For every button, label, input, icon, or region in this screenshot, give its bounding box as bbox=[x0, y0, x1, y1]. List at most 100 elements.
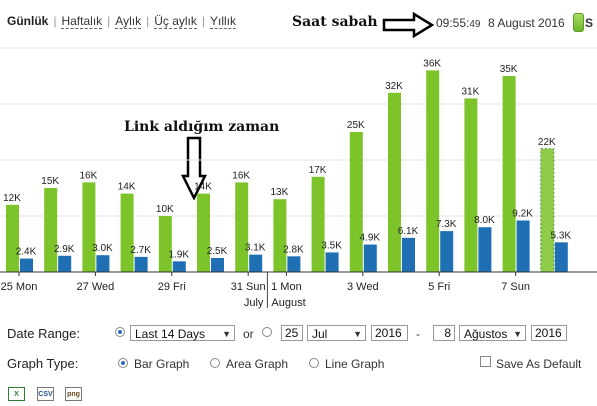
x-tick-label: 3 Wed bbox=[347, 281, 379, 293]
bar-blue-label: 2.7K bbox=[130, 245, 151, 256]
annotation-arrow-down bbox=[181, 136, 207, 200]
bar-blue-label: 1.9K bbox=[169, 249, 190, 260]
bar-green bbox=[426, 70, 440, 273]
bar-green bbox=[388, 92, 401, 272]
current-time: 09:55:49 bbox=[436, 16, 481, 30]
from-year-input[interactable]: 2016 bbox=[371, 325, 408, 341]
bar-green-label: 13K bbox=[271, 187, 289, 198]
annotation-morning: Saat sabah bbox=[292, 14, 378, 30]
save-default-label[interactable]: Save As Default bbox=[496, 357, 582, 371]
bar-green bbox=[502, 76, 516, 272]
png-export-icon[interactable]: png bbox=[65, 387, 82, 401]
chevron-down-icon: ▼ bbox=[353, 329, 362, 339]
time-seconds: 49 bbox=[469, 19, 481, 30]
bar-green bbox=[6, 204, 19, 272]
annotation-arrow-right bbox=[382, 12, 434, 38]
x-tick-label: 5 Fri bbox=[428, 281, 450, 293]
current-date: 8 August 2016 bbox=[488, 16, 565, 30]
bar-blue bbox=[96, 255, 110, 272]
bar-blue bbox=[249, 254, 263, 272]
chevron-down-icon: ▼ bbox=[222, 329, 231, 339]
from-month-select[interactable]: Jul ▼ bbox=[307, 325, 366, 341]
bar-blue-label: 8.0K bbox=[474, 215, 495, 226]
tab-yearly[interactable]: Yıllık bbox=[210, 14, 237, 29]
live-indicator bbox=[573, 13, 584, 32]
graph-type-label: Graph Type: bbox=[7, 356, 79, 371]
bar-blue bbox=[402, 237, 415, 272]
bar-green bbox=[273, 199, 287, 272]
bar-green bbox=[311, 176, 325, 272]
bar-blue bbox=[478, 227, 492, 272]
bar-green-label: 12K bbox=[3, 193, 21, 204]
bar-green-label: 25K bbox=[347, 120, 365, 131]
bar-blue-label: 2.9K bbox=[54, 244, 75, 255]
bar-blue-label: 7.3K bbox=[436, 219, 457, 230]
bar-green-label: 15K bbox=[41, 176, 59, 187]
bar-blue-label: 9.2K bbox=[512, 208, 533, 219]
bar-blue bbox=[134, 256, 148, 272]
tab-separator: | bbox=[107, 14, 111, 28]
bar-chart: 12K 2.4K 15K 2.9K 16K 3.0K 14K 2.7K 10K 1.9K 14K 2.… bbox=[0, 47, 597, 309]
tab-weekly[interactable]: Haftalık bbox=[61, 14, 103, 29]
preset-select-value: Last 14 Days bbox=[135, 327, 206, 341]
bar-green bbox=[158, 216, 172, 272]
bar-blue-label: 2.8K bbox=[283, 244, 304, 255]
bar-green-label: 14K bbox=[118, 182, 136, 193]
tab-monthly[interactable]: Aylık bbox=[115, 14, 142, 29]
x-tick-label: 25 Mon bbox=[1, 281, 38, 293]
bar-blue-label: 3.0K bbox=[92, 243, 113, 254]
range-dash: - bbox=[416, 327, 420, 341]
bar-blue-label: 4.9K bbox=[360, 233, 381, 244]
csv-export-icon[interactable]: CSV bbox=[37, 387, 54, 401]
bar-green bbox=[349, 132, 363, 272]
bar-blue bbox=[287, 256, 301, 272]
bar-graph-label[interactable]: Bar Graph bbox=[134, 357, 190, 371]
bar-green bbox=[82, 182, 96, 272]
bar-blue bbox=[325, 252, 339, 272]
preset-select[interactable]: Last 14 Days ▼ bbox=[130, 325, 235, 341]
or-text: or bbox=[243, 327, 254, 341]
x-tick-label: 7 Sun bbox=[501, 281, 530, 293]
tab-quarterly[interactable]: Üç aylık bbox=[154, 14, 197, 29]
annotation-link: Link aldığım zaman bbox=[124, 119, 280, 135]
bar-green-label: 35K bbox=[500, 64, 518, 75]
from-day-input[interactable]: 25 bbox=[281, 325, 303, 341]
line-graph-radio[interactable] bbox=[309, 358, 319, 368]
bar-green-label: 10K bbox=[156, 204, 174, 215]
month-label-july: July bbox=[244, 297, 264, 309]
live-letter: S bbox=[585, 16, 594, 30]
date-preset-radio[interactable] bbox=[115, 327, 125, 337]
excel-export-icon[interactable]: X bbox=[8, 387, 25, 401]
to-day-input[interactable]: 8 bbox=[433, 325, 455, 341]
save-default-checkbox[interactable] bbox=[480, 356, 491, 367]
time-hours-minutes: 09:55: bbox=[436, 16, 470, 30]
bar-green-label: 17K bbox=[309, 165, 327, 176]
to-year-input[interactable]: 2016 bbox=[531, 325, 567, 341]
bar-blue bbox=[516, 220, 530, 272]
bar-blue bbox=[440, 231, 454, 272]
tab-daily[interactable]: Günlük bbox=[7, 14, 49, 28]
to-month-select[interactable]: Ağustos ▼ bbox=[459, 325, 526, 341]
bar-green bbox=[235, 182, 249, 272]
bar-blue-label: 2.4K bbox=[16, 247, 37, 258]
tab-separator: | bbox=[201, 14, 206, 28]
range-tabs: Günlük | Haftalık | Aylık | Üç aylık | Yıllık bbox=[7, 14, 237, 29]
area-graph-label[interactable]: Area Graph bbox=[226, 357, 289, 371]
bar-blue-label: 6.1K bbox=[398, 226, 419, 237]
bar-blue bbox=[554, 242, 568, 272]
bar-blue bbox=[20, 258, 33, 272]
bar-green-label: 22K bbox=[538, 137, 556, 148]
bar-blue-label: 5.3K bbox=[551, 230, 572, 241]
bar-green-label: 32K bbox=[385, 81, 403, 92]
area-graph-radio[interactable] bbox=[210, 358, 220, 368]
bar-graph-radio[interactable] bbox=[118, 358, 128, 368]
x-tick-label: 27 Wed bbox=[77, 281, 115, 293]
line-graph-label[interactable]: Line Graph bbox=[325, 357, 385, 371]
bar-blue bbox=[172, 261, 186, 272]
tab-separator: | bbox=[53, 14, 57, 28]
x-tick-label: 29 Fri bbox=[158, 281, 186, 293]
to-month-value: Ağustos bbox=[464, 327, 508, 341]
bar-green bbox=[464, 98, 478, 273]
custom-range-radio[interactable] bbox=[262, 327, 272, 337]
bar-green-label: 16K bbox=[232, 170, 250, 181]
